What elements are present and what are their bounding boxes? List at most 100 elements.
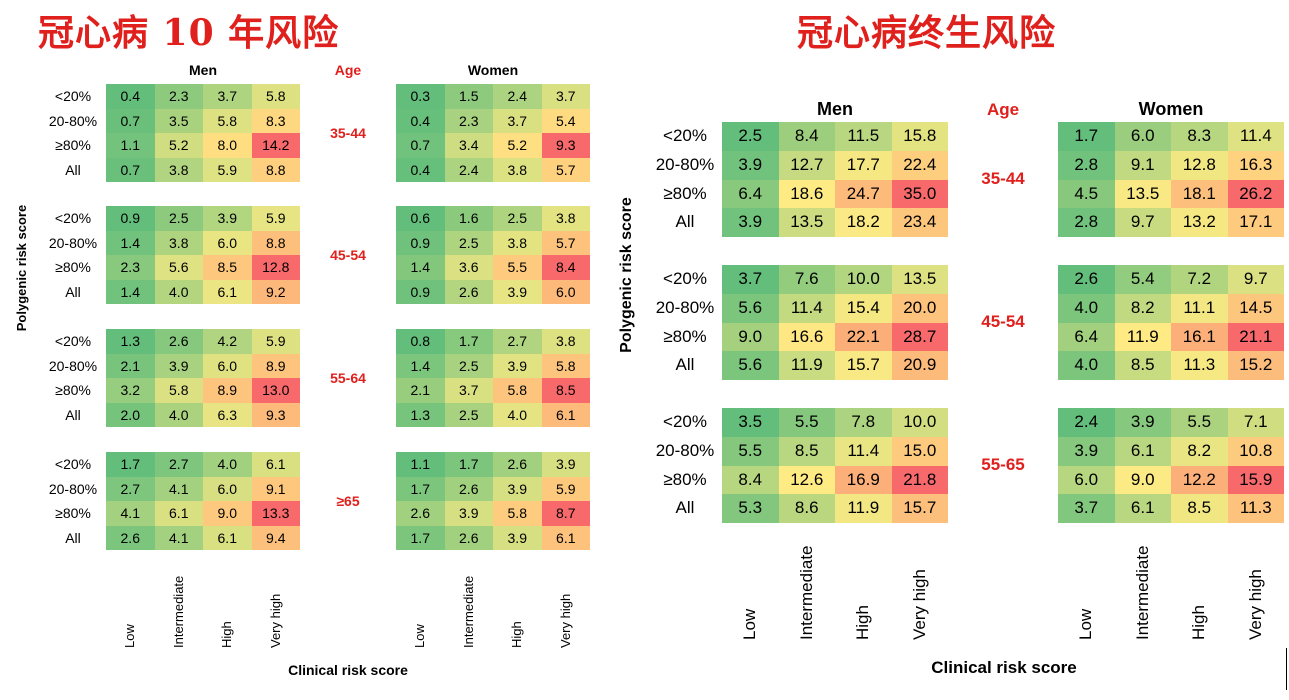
age-group-label: 55-64 xyxy=(330,369,366,386)
heatmap-cell: 8.6 xyxy=(778,494,835,523)
heatmap-cell: 15.7 xyxy=(891,494,948,523)
heatmap-cell: 8.4 xyxy=(722,465,779,495)
heatmap-cell: 7.1 xyxy=(1227,408,1284,437)
heatmap-cell: 13.5 xyxy=(1114,179,1171,209)
row-label: 20-80% xyxy=(48,234,98,251)
heatmap-cell: 2.6 xyxy=(493,452,542,477)
heatmap-cell: 0.6 xyxy=(396,206,445,231)
left-age-header: Age xyxy=(334,62,362,78)
row-label: 20-80% xyxy=(48,112,98,129)
heatmap-cell: 6.1 xyxy=(203,525,252,550)
heatmap-cell: 12.6 xyxy=(778,465,835,495)
heatmap-cell: 5.6 xyxy=(722,293,779,323)
heatmap-cell: 16.9 xyxy=(835,465,892,495)
column-label: Intermediate xyxy=(796,545,816,641)
heatmap-cell: 3.7 xyxy=(1058,494,1115,523)
heatmap-cell: 8.8 xyxy=(251,230,300,255)
row-label: ≥80% xyxy=(55,382,91,398)
column-label: Low xyxy=(740,608,760,640)
heatmap-cell: 3.9 xyxy=(1114,408,1171,437)
heatmap-cell: 11.1 xyxy=(1171,293,1228,323)
heatmap-cell: 5.8 xyxy=(154,378,203,403)
heatmap-cell: 2.4 xyxy=(1058,408,1115,437)
column-label: Very high xyxy=(909,569,929,640)
heatmap-cell: 26.2 xyxy=(1227,179,1284,209)
heatmap-cell: 1.1 xyxy=(106,133,155,158)
heatmap-cell: 2.4 xyxy=(493,84,542,109)
heatmap-cell: 18.1 xyxy=(1171,179,1228,209)
heatmap-cell: 11.4 xyxy=(835,436,892,466)
heatmap-cell: 8.3 xyxy=(1171,122,1228,151)
heatmap-cell: 4.0 xyxy=(1058,293,1115,323)
heatmap-cell: 7.6 xyxy=(778,265,835,294)
heatmap-cell: 2.6 xyxy=(396,501,445,526)
heatmap-cell: 5.4 xyxy=(1114,265,1171,294)
heatmap-cell: 5.3 xyxy=(722,494,779,523)
column-label: High xyxy=(1189,605,1209,640)
heatmap-cell: 4.1 xyxy=(106,501,155,526)
heatmap-cell: 9.7 xyxy=(1114,208,1171,237)
heatmap-cell: 3.7 xyxy=(203,84,252,109)
heatmap-cell: 16.1 xyxy=(1171,322,1228,352)
heatmap-cell: 16.6 xyxy=(778,322,835,352)
heatmap-cell: 0.3 xyxy=(396,84,445,109)
heatmap-cell: 2.7 xyxy=(154,452,203,477)
heatmap-cell: 6.1 xyxy=(1114,436,1171,466)
heatmap-cell: 2.6 xyxy=(444,476,493,501)
heatmap-cell: 16.3 xyxy=(1227,150,1284,180)
row-label: <20% xyxy=(663,412,707,431)
heatmap-cell: 3.4 xyxy=(444,133,493,158)
heatmap-cell: 35.0 xyxy=(891,179,948,209)
heatmap-cell: 9.0 xyxy=(722,322,779,352)
heatmap-cell: 13.0 xyxy=(251,378,300,403)
heatmap-cell: 3.9 xyxy=(722,208,779,237)
left-title: 冠心病 10 年风险 xyxy=(38,12,340,54)
heatmap-cell: 3.8 xyxy=(541,329,590,354)
heatmap-cell: 22.1 xyxy=(835,322,892,352)
left-women-header: Women xyxy=(467,62,519,78)
heatmap-cell: 15.4 xyxy=(835,293,892,323)
right-men-header: Men xyxy=(817,99,853,119)
heatmap-cell: 3.8 xyxy=(154,157,203,182)
row-label: All xyxy=(65,406,81,423)
row-label: <20% xyxy=(663,269,707,288)
heatmap-cell: 5.9 xyxy=(203,157,252,182)
row-label: ≥80% xyxy=(663,183,707,203)
heatmap-cell: 3.7 xyxy=(444,378,493,403)
heatmap-cell: 3.9 xyxy=(444,501,493,526)
heatmap-cell: 2.3 xyxy=(444,108,493,133)
heatmap-cell: 6.1 xyxy=(541,525,590,550)
heatmap-cell: 1.7 xyxy=(396,525,445,550)
row-label: 20-80% xyxy=(655,440,715,460)
heatmap-cell: 11.4 xyxy=(1227,122,1284,151)
heatmap-cell: 2.5 xyxy=(444,353,493,378)
heatmap-cell: 9.2 xyxy=(251,279,300,304)
heatmap-cell: 5.5 xyxy=(778,408,835,437)
heatmap-cell: 9.3 xyxy=(251,402,300,427)
row-label: 20-80% xyxy=(48,480,98,497)
heatmap-cell: 7.2 xyxy=(1171,265,1228,294)
column-label: Low xyxy=(1076,608,1096,640)
heatmap-cell: 1.4 xyxy=(396,255,445,280)
heatmap-cell: 11.5 xyxy=(835,122,892,151)
heatmap-cell: 18.2 xyxy=(835,208,892,237)
heatmap-cell: 6.4 xyxy=(1058,322,1115,352)
heatmap-cell: 5.8 xyxy=(541,353,590,378)
heatmap-cell: 8.5 xyxy=(541,378,590,403)
heatmap-cell: 0.4 xyxy=(106,84,155,109)
heatmap-cell: 6.0 xyxy=(541,279,590,304)
heatmap-cell: 1.7 xyxy=(1058,122,1115,151)
heatmap-cell: 3.5 xyxy=(722,408,779,437)
heatmap-cell: 11.4 xyxy=(778,293,835,323)
age-group-label: 35-44 xyxy=(330,124,366,141)
heatmap-cell: 3.9 xyxy=(203,206,252,231)
heatmap-cell: 2.3 xyxy=(154,84,203,109)
heatmap-cell: 5.8 xyxy=(251,84,300,109)
row-label: <20% xyxy=(54,210,92,226)
row-label: All xyxy=(675,355,695,375)
heatmap-cell: 5.9 xyxy=(251,329,300,354)
heatmap-cell: 3.9 xyxy=(493,525,542,550)
heatmap-cell: 24.7 xyxy=(835,179,892,209)
heatmap-cell: 0.4 xyxy=(396,157,445,182)
